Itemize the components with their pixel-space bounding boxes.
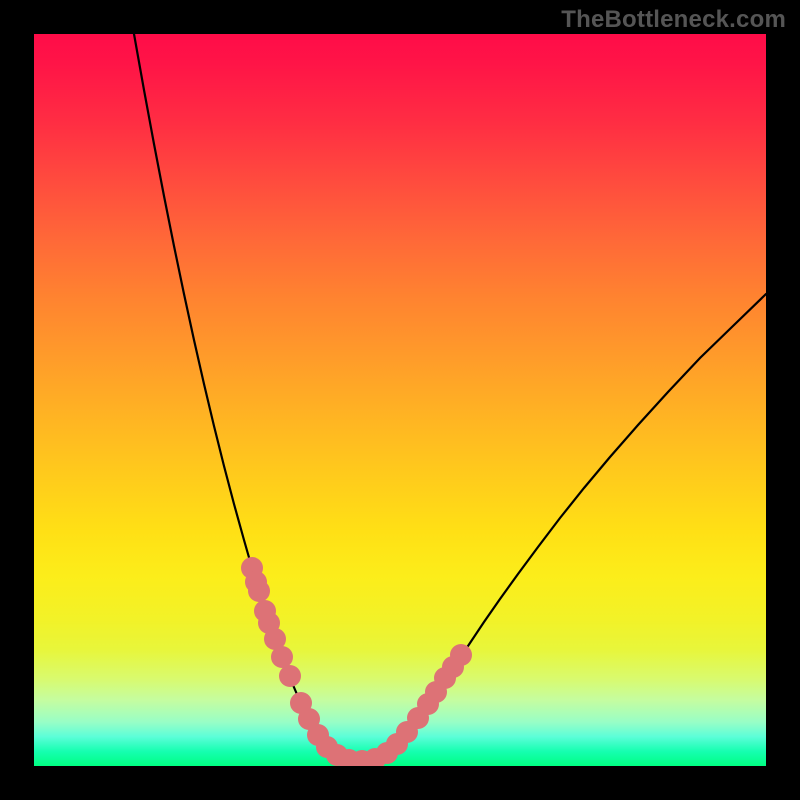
bottleneck-curve [134,34,766,762]
curve-layer [34,34,766,766]
chart-frame: TheBottleneck.com [0,0,800,800]
curve-marker [248,580,270,602]
curve-marker [271,646,293,668]
curve-marker [450,644,472,666]
curve-marker [279,665,301,687]
plot-area [34,34,766,766]
watermark-text: TheBottleneck.com [561,6,786,34]
curve-markers [241,557,472,766]
